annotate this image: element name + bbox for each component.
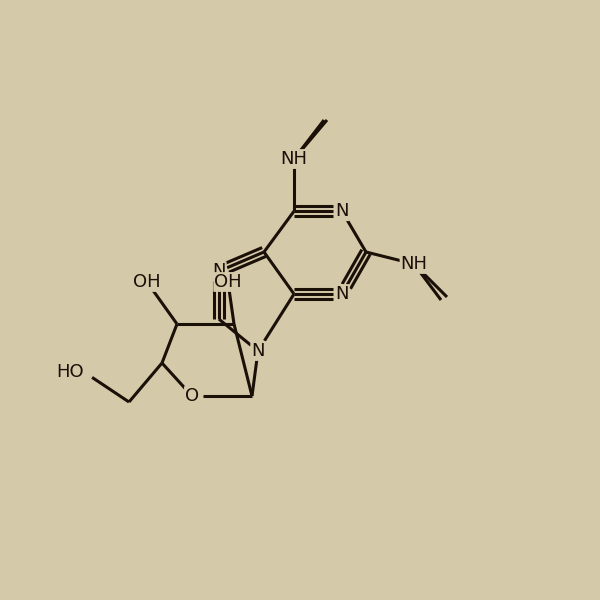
Text: NH: NH [401,255,427,273]
Text: N: N [335,285,349,303]
Text: N: N [212,262,226,280]
Text: HO: HO [56,363,84,381]
Text: O: O [185,387,199,405]
Text: NH: NH [281,150,308,168]
Text: N: N [251,342,265,360]
Text: OH: OH [214,273,242,291]
Text: N: N [335,202,349,220]
Text: OH: OH [133,273,161,291]
